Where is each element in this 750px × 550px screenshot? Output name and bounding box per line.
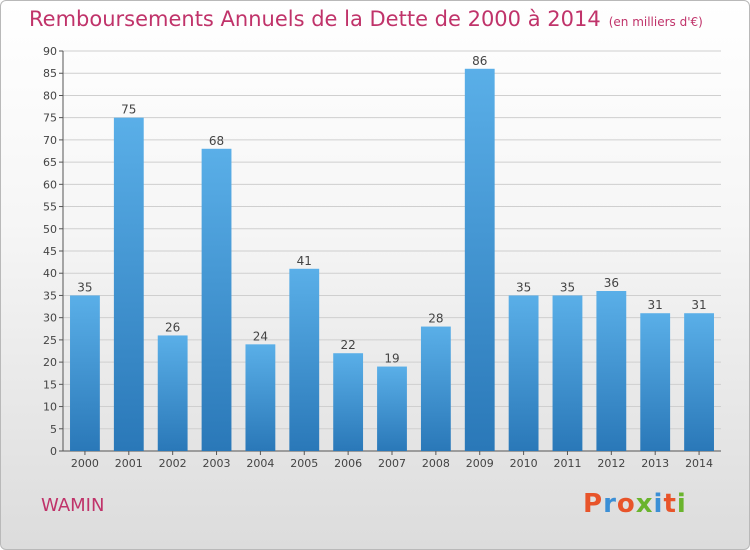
y-tick-label: 90 xyxy=(43,45,57,58)
logo-letter: P xyxy=(583,489,604,519)
y-tick-label: 65 xyxy=(43,156,57,169)
bar-2005 xyxy=(289,268,320,451)
data-label: 19 xyxy=(384,352,399,366)
axes: 0 5 10 15 20 25 30 35 40 45 50 55 60 65 70 75 80 85 90 2000… xyxy=(43,45,721,470)
bar-2006 xyxy=(333,353,364,451)
x-tick-label: 2001 xyxy=(115,457,143,470)
y-tick-label: 25 xyxy=(43,334,57,347)
logo-letter: x xyxy=(635,489,654,519)
data-label: 35 xyxy=(516,280,531,294)
x-tick-label: 2012 xyxy=(597,457,625,470)
bar-2010 xyxy=(508,295,539,451)
y-tick-label: 75 xyxy=(43,112,57,125)
x-tick-label: 2006 xyxy=(334,457,362,470)
x-tick-label: 2005 xyxy=(290,457,318,470)
y-tick-label: 60 xyxy=(43,178,57,191)
y-tick-label: 20 xyxy=(43,356,57,369)
bar-chart: 0 5 10 15 20 25 30 35 40 45 50 55 60 65 70 75 80 85 90 2000… xyxy=(43,45,721,470)
data-label: 35 xyxy=(560,280,575,294)
bar-2011 xyxy=(552,295,583,451)
bar-2007 xyxy=(377,366,407,451)
chart-unit-label: (en milliers d'€) xyxy=(608,15,703,29)
data-label: 31 xyxy=(648,298,663,312)
logo-letter: t xyxy=(663,489,677,519)
x-tick-label: 2003 xyxy=(203,457,231,470)
commune-name: WAMIN xyxy=(41,495,105,516)
data-label: 41 xyxy=(297,254,312,268)
y-tick-label: 15 xyxy=(43,378,57,391)
logo-letter: o xyxy=(616,489,636,519)
bar-2012 xyxy=(596,291,627,451)
y-tick-label: 10 xyxy=(43,401,57,414)
data-label: 22 xyxy=(340,338,355,352)
data-label: 28 xyxy=(428,312,443,326)
proxiti-logo[interactable]: Proxiti xyxy=(583,489,687,519)
y-tick-label: 55 xyxy=(43,201,57,214)
y-tick-label: 5 xyxy=(50,423,57,436)
y-tick-label: 35 xyxy=(43,289,57,302)
y-tick-label: 80 xyxy=(43,89,57,102)
x-tick-label: 2007 xyxy=(378,457,406,470)
y-tick-label: 70 xyxy=(43,134,57,147)
x-tick-label: 2014 xyxy=(685,457,713,470)
x-tick-label: 2002 xyxy=(159,457,187,470)
x-tick-label: 2008 xyxy=(422,457,450,470)
data-labels: 35 75 26 68 24 41 22 19 28 86 35 35 36 31 31 xyxy=(77,54,706,366)
y-tick-label: 45 xyxy=(43,245,57,258)
x-tick-label: 2011 xyxy=(553,457,581,470)
y-tick-label: 30 xyxy=(43,312,57,325)
x-tick-label: 2004 xyxy=(246,457,274,470)
data-label: 75 xyxy=(121,103,136,117)
logo-letter: i xyxy=(653,489,664,519)
bar-2001 xyxy=(113,117,144,452)
logo-letter: r xyxy=(603,489,617,519)
bar-2003 xyxy=(201,148,232,451)
bar-2000 xyxy=(70,295,100,451)
x-tick-label: 2010 xyxy=(510,457,538,470)
data-label: 24 xyxy=(253,329,268,343)
y-tick-label: 85 xyxy=(43,67,57,80)
x-tick-label: 2000 xyxy=(71,457,99,470)
chart-title: Remboursements Annuels de la Dette de 20… xyxy=(29,7,703,31)
chart-title-text: Remboursements Annuels de la Dette de 20… xyxy=(29,7,601,31)
data-label: 35 xyxy=(77,280,92,294)
x-tick-label: 2013 xyxy=(641,457,669,470)
y-tick-label: 40 xyxy=(43,267,57,280)
y-tick-label: 0 xyxy=(50,445,57,458)
bar-2004 xyxy=(245,344,276,451)
bar-2013 xyxy=(640,313,671,451)
bar-2014 xyxy=(684,313,714,451)
data-label: 86 xyxy=(472,54,487,68)
bar-2002 xyxy=(157,335,188,451)
y-tick-label: 50 xyxy=(43,223,57,236)
bar-2008 xyxy=(420,326,451,451)
data-label: 36 xyxy=(604,276,619,290)
data-label: 31 xyxy=(691,298,706,312)
x-tick-label: 2009 xyxy=(466,457,494,470)
data-label: 68 xyxy=(209,134,224,148)
bars xyxy=(70,68,714,452)
data-label: 26 xyxy=(165,320,180,334)
logo-letter: i xyxy=(676,489,687,519)
bar-2009 xyxy=(464,68,495,452)
